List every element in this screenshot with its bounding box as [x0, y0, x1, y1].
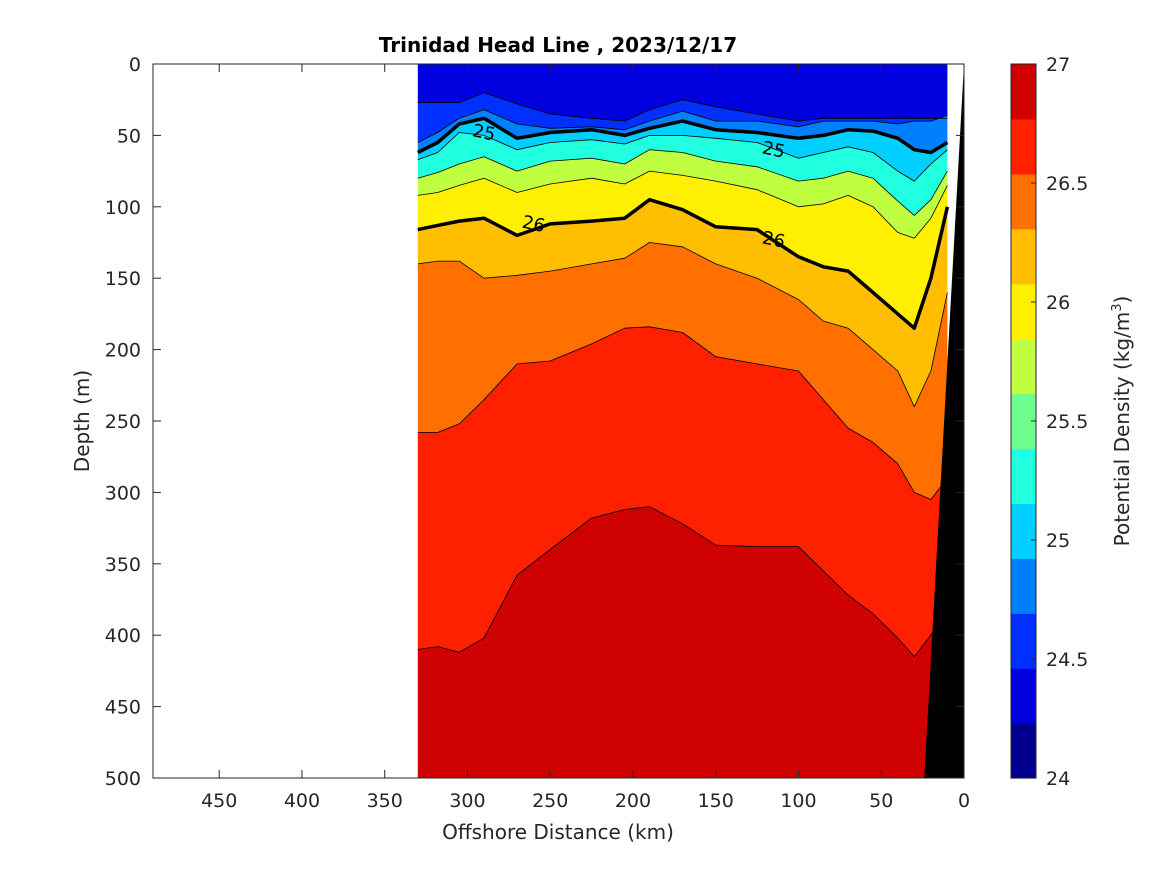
colorbar-swatch	[1011, 668, 1036, 724]
y-tick-label: 200	[105, 340, 141, 362]
bathymetry-shelf	[924, 64, 964, 778]
colorbar-title-superscript: 3	[1110, 303, 1125, 311]
colorbar-swatch	[1011, 283, 1036, 340]
density-band	[417, 506, 948, 778]
density-band	[417, 64, 948, 122]
x-tick-label: 350	[367, 790, 403, 812]
y-tick-label: 100	[105, 197, 141, 219]
colorbar-swatch	[1011, 448, 1036, 504]
isopycnal-line	[417, 326, 948, 500]
y-tick-label: 450	[105, 697, 141, 719]
colorbar-swatch	[1011, 228, 1036, 285]
colorbar-title: Potential Density (kg/m3)	[1110, 296, 1134, 547]
y-tick-label: 250	[105, 411, 141, 433]
colorbar-tick-label: 25.5	[1046, 411, 1088, 433]
y-tick-label: 50	[117, 125, 141, 147]
colorbar-swatch	[1011, 613, 1036, 669]
x-axis-title: Offshore Distance (km)	[442, 820, 674, 844]
density-band	[417, 171, 948, 329]
colorbar-tick-label: 24.5	[1046, 649, 1088, 671]
isopycnal-line	[417, 170, 948, 239]
x-tick-label: 0	[958, 790, 970, 812]
isopycnal-line-bold	[417, 197, 950, 330]
density-band	[417, 149, 948, 239]
x-tick-label: 200	[615, 790, 651, 812]
colorbar-tick-label: 27	[1046, 54, 1070, 76]
x-tick-label: 100	[780, 790, 816, 812]
density-bands	[417, 64, 948, 778]
x-tick-label: 400	[284, 790, 320, 812]
y-tick-label: 300	[105, 482, 141, 504]
colorbar-swatch	[1011, 338, 1036, 395]
y-tick-label: 0	[129, 54, 141, 76]
colorbar-swatch	[1011, 558, 1036, 614]
colorbar-swatch	[1011, 503, 1036, 559]
y-tick-label: 500	[105, 768, 141, 790]
isopycnal-line	[417, 242, 948, 408]
density-band	[417, 132, 948, 216]
contour-label: 25	[471, 120, 498, 145]
colorbar-swatch	[1011, 723, 1036, 779]
contour-label: 26	[760, 227, 787, 252]
contour-label: 25	[760, 138, 787, 163]
density-band	[417, 242, 948, 500]
x-axis: 450 400 350 300 250 200 150 100 50 0	[201, 64, 970, 812]
colorbar-tick-label: 26.5	[1046, 173, 1088, 195]
colorbar-swatch	[1011, 173, 1036, 230]
density-band	[417, 199, 948, 407]
colorbar-title-suffix: )	[1110, 296, 1134, 304]
x-tick-label: 150	[698, 790, 734, 812]
colorbar-tick-label: 24	[1046, 768, 1070, 790]
y-axis: 0 50 100 150 200 250 300 350 400 450 500	[105, 54, 964, 790]
chart-title: Trinidad Head Line , 2023/12/17	[379, 33, 737, 57]
contour-labels: 25 25 26 26	[471, 120, 787, 252]
colorbar-tick-label: 25	[1046, 530, 1070, 552]
x-tick-label: 250	[532, 790, 568, 812]
x-tick-label: 450	[201, 790, 237, 812]
colorbar-swatch	[1011, 118, 1036, 175]
colorbar-title-text: Potential Density (kg/m	[1110, 312, 1134, 547]
isopycnal-lines	[417, 92, 950, 657]
isopycnal-line	[417, 92, 948, 122]
y-axis-title: Depth (m)	[70, 370, 94, 472]
isopycnal-line	[417, 109, 948, 143]
y-tick-label: 350	[105, 554, 141, 576]
colorbar-tick-label: 26	[1046, 292, 1070, 314]
colorbar-swatch	[1011, 64, 1036, 120]
x-tick-label: 300	[449, 790, 485, 812]
y-tick-label: 400	[105, 625, 141, 647]
bathymetry-layer	[924, 64, 964, 778]
isopycnal-line	[417, 149, 948, 216]
y-tick-label: 150	[105, 268, 141, 290]
isopycnal-line	[417, 506, 948, 657]
isopycnal-line	[417, 132, 948, 182]
colorbar: 24 24.5 25 25.5 26 26.5 27	[1010, 54, 1088, 790]
contour-label: 26	[520, 212, 547, 237]
density-band	[417, 326, 948, 657]
density-band	[417, 92, 948, 143]
x-tick-label: 50	[869, 790, 893, 812]
isopycnal-line-bold	[417, 116, 949, 155]
